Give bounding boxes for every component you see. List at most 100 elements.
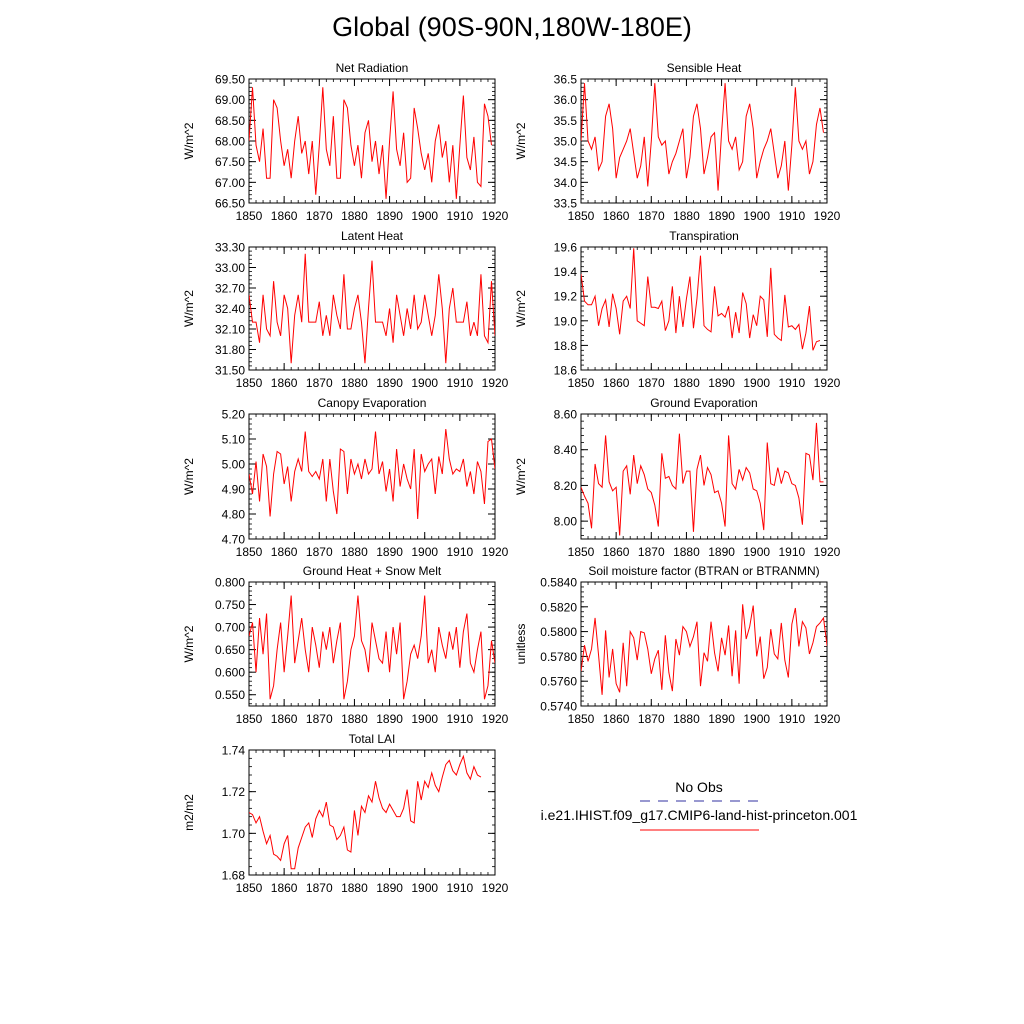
- x-tick-label: 1900: [743, 209, 770, 223]
- x-tick-label: 1900: [411, 545, 438, 559]
- y-tick-label: 66.50: [215, 197, 245, 211]
- y-tick-label: 0.5840: [540, 576, 577, 590]
- x-tick-label: 1870: [306, 545, 333, 559]
- series-line: [581, 83, 824, 191]
- x-tick-label: 1920: [814, 712, 841, 726]
- y-tick-label: 4.80: [222, 508, 246, 522]
- y-tick-label: 67.50: [215, 155, 245, 169]
- y-tick-label: 33.30: [215, 241, 245, 255]
- panel-title: Transpiration: [669, 229, 739, 243]
- x-tick-label: 1870: [638, 376, 665, 390]
- x-tick-label: 1920: [482, 209, 509, 223]
- y-tick-label: 8.20: [554, 479, 578, 493]
- legend: No Obs i.e21.IHIST.f09_g17.CMIP6-land-his…: [541, 779, 858, 831]
- x-tick-label: 1880: [341, 376, 368, 390]
- y-tick-label: 5.20: [222, 408, 246, 422]
- y-axis-label: W/m^2: [182, 290, 196, 327]
- y-tick-label: 19.2: [554, 290, 578, 304]
- y-tick-label: 0.5800: [540, 625, 577, 639]
- x-tick-label: 1910: [779, 545, 806, 559]
- x-tick-label: 1880: [341, 712, 368, 726]
- x-tick-label: 1890: [376, 881, 403, 895]
- x-tick-label: 1880: [673, 712, 700, 726]
- y-tick-label: 0.5740: [540, 700, 577, 714]
- y-axis-label: W/m^2: [182, 458, 196, 495]
- y-tick-label: 32.40: [215, 302, 245, 316]
- x-tick-label: 1900: [743, 545, 770, 559]
- y-tick-label: 32.70: [215, 282, 245, 296]
- x-tick-label: 1920: [814, 376, 841, 390]
- y-tick-label: 0.650: [215, 643, 245, 657]
- x-tick-label: 1910: [779, 712, 806, 726]
- y-tick-label: 19.0: [554, 314, 578, 328]
- x-tick-label: 1900: [411, 712, 438, 726]
- panel-3: 1850 1860 1870 1880 1890 1900 1910 1920 31.50 31.…: [182, 229, 509, 390]
- y-tick-label: 1.72: [222, 785, 246, 799]
- y-axis-label: unitless: [514, 624, 528, 665]
- x-tick-label: 1870: [638, 712, 665, 726]
- x-tick-label: 1880: [341, 881, 368, 895]
- y-tick-label: 68.00: [215, 135, 245, 149]
- panel-7: 1850 1860 1870 1880 1890 1900 1910 1920 0.550 0.6…: [182, 564, 509, 726]
- x-tick-label: 1880: [673, 376, 700, 390]
- y-tick-label: 19.4: [554, 265, 578, 279]
- x-tick-label: 1890: [708, 712, 735, 726]
- panel-6: 1850 1860 1870 1880 1890 1900 1910 1920 8.00 8.20…: [514, 396, 841, 559]
- y-tick-label: 36.5: [554, 73, 578, 87]
- x-tick-label: 1860: [271, 881, 298, 895]
- panel-1: 1850 1860 1870 1880 1890 1900 1910 1920 66.50 67.…: [182, 61, 509, 223]
- y-tick-label: 0.600: [215, 666, 245, 680]
- y-tick-label: 8.40: [554, 443, 578, 457]
- x-tick-label: 1860: [271, 712, 298, 726]
- y-tick-label: 68.50: [215, 114, 245, 128]
- plot-frame: [248, 78, 496, 204]
- y-axis-label: W/m^2: [182, 122, 196, 159]
- series-line: [581, 248, 821, 351]
- x-tick-label: 1850: [236, 376, 263, 390]
- y-tick-label: 4.70: [222, 533, 246, 547]
- series-line: [581, 604, 827, 695]
- plot-frame: [580, 78, 828, 204]
- y-tick-label: 31.50: [215, 364, 245, 378]
- y-tick-label: 1.74: [222, 744, 246, 758]
- x-tick-label: 1900: [743, 712, 770, 726]
- y-tick-label: 1.68: [222, 869, 246, 883]
- panel-title: Total LAI: [349, 732, 396, 746]
- x-tick-label: 1850: [236, 881, 263, 895]
- x-tick-label: 1910: [447, 712, 474, 726]
- x-tick-label: 1850: [568, 545, 595, 559]
- y-tick-label: 8.60: [554, 408, 578, 422]
- x-tick-label: 1920: [482, 545, 509, 559]
- legend-obs-label: No Obs: [675, 779, 722, 795]
- y-tick-label: 69.50: [215, 73, 245, 87]
- series-line: [249, 595, 495, 700]
- y-tick-label: 34.0: [554, 176, 578, 190]
- y-tick-label: 36.0: [554, 93, 578, 107]
- x-tick-label: 1920: [482, 881, 509, 895]
- x-tick-label: 1870: [306, 376, 333, 390]
- x-tick-label: 1880: [341, 545, 368, 559]
- y-tick-label: 0.550: [215, 688, 245, 702]
- x-tick-label: 1850: [568, 376, 595, 390]
- series-line: [249, 87, 492, 199]
- legend-model-label: i.e21.IHIST.f09_g17.CMIP6-land-hist-prin…: [541, 807, 858, 823]
- x-tick-label: 1910: [447, 881, 474, 895]
- x-tick-label: 1890: [376, 209, 403, 223]
- series-line: [249, 428, 495, 520]
- panel-title: Canopy Evaporation: [318, 396, 427, 410]
- y-tick-label: 35.0: [554, 135, 578, 149]
- y-axis-label: m2/m2: [182, 794, 196, 831]
- x-tick-label: 1920: [814, 545, 841, 559]
- x-tick-label: 1910: [779, 209, 806, 223]
- y-tick-label: 0.750: [215, 598, 245, 612]
- y-tick-label: 0.700: [215, 621, 245, 635]
- x-tick-label: 1890: [376, 545, 403, 559]
- panel-title: Soil moisture factor (BTRAN or BTRANMN): [588, 564, 819, 578]
- x-tick-label: 1860: [603, 209, 630, 223]
- x-tick-label: 1920: [814, 209, 841, 223]
- y-axis-label: W/m^2: [514, 458, 528, 495]
- x-tick-label: 1850: [568, 209, 595, 223]
- y-tick-label: 33.5: [554, 197, 578, 211]
- panel-title: Ground Evaporation: [650, 396, 757, 410]
